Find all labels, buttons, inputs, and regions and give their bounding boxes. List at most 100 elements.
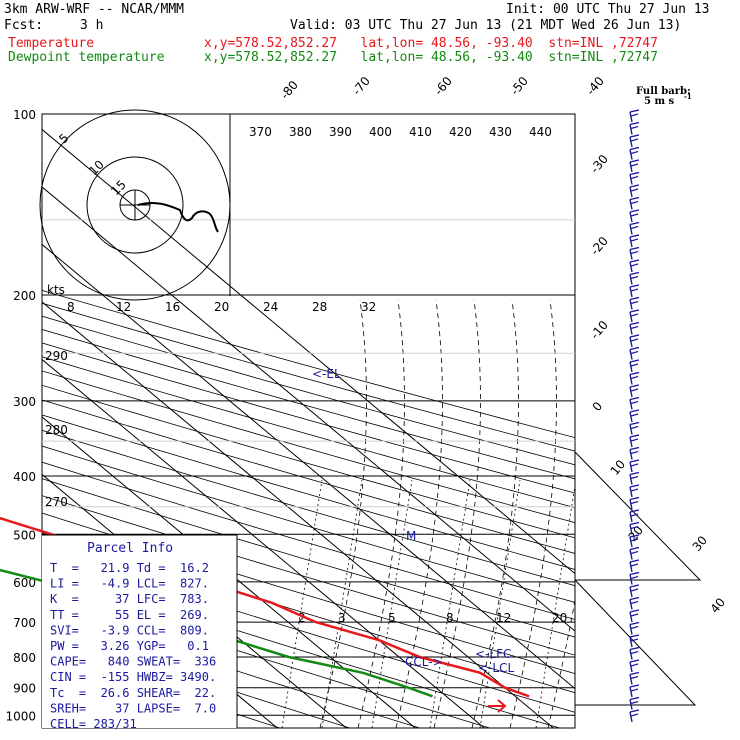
wind-barb-flag bbox=[629, 709, 640, 713]
wind-barb-flag bbox=[629, 359, 640, 363]
wind-barb bbox=[629, 336, 633, 348]
wind-barb bbox=[629, 349, 633, 360]
wind-barb bbox=[629, 361, 633, 373]
dry-adiabat bbox=[42, 356, 575, 509]
ccl-label: CCL-> bbox=[405, 655, 443, 669]
dry-adiabat bbox=[42, 478, 575, 638]
wind-barb-flag bbox=[630, 313, 639, 317]
mixing-ratio-line bbox=[535, 483, 575, 728]
moist-adiabat bbox=[319, 299, 367, 728]
mixing-ratio-label: 2 bbox=[298, 611, 306, 625]
wind-barb bbox=[629, 636, 633, 648]
dry-adiabat bbox=[42, 342, 575, 494]
dewpoint-profile bbox=[0, 568, 433, 698]
isotherm bbox=[42, 186, 575, 632]
hodograph-ring bbox=[86, 156, 184, 254]
theta-label-left: 290 bbox=[45, 349, 68, 363]
mixing-ratio-line bbox=[479, 479, 521, 728]
dry-adiabat bbox=[42, 315, 575, 466]
wind-barb-flag bbox=[630, 125, 639, 130]
wind-barb bbox=[629, 574, 633, 585]
parcel-info-row: T = 21.9 Td = 16.2 bbox=[50, 561, 209, 575]
wind-barb-flag bbox=[630, 413, 639, 417]
theta-label: 400 bbox=[369, 125, 392, 139]
wind-barb-flag bbox=[629, 346, 640, 351]
isotherm-label: -60 bbox=[432, 74, 455, 98]
wind-barb-flag bbox=[630, 163, 639, 167]
temperature-scale-frame bbox=[574, 451, 702, 706]
parcel-info-title: Parcel Info bbox=[87, 541, 173, 556]
wind-barb-flag bbox=[629, 234, 640, 238]
isotherm-label: -70 bbox=[350, 74, 373, 98]
parcel-info-row: SREH= 37 LAPSE= 7.0 bbox=[50, 701, 216, 715]
temperature-legend: Temperature bbox=[8, 36, 95, 51]
wind-barb-flag bbox=[630, 138, 639, 142]
wind-barb-flag bbox=[630, 525, 639, 530]
wind-barb-flag bbox=[630, 663, 639, 667]
wind-barb-flag bbox=[629, 284, 640, 288]
wind-barb bbox=[629, 711, 633, 723]
wind-barb-flag bbox=[629, 184, 640, 188]
hodograph-ring-label: 10 bbox=[86, 157, 107, 178]
wind-barb bbox=[629, 686, 633, 698]
mixing-ratio-label: 3 bbox=[338, 611, 346, 625]
hodograph-x-label: 12 bbox=[116, 300, 131, 314]
el-label: <-EL bbox=[312, 367, 341, 381]
hodograph-x-label: 16 bbox=[165, 300, 180, 314]
wind-barb-flag bbox=[629, 434, 640, 438]
wind-barb-flag bbox=[630, 675, 639, 680]
wind-barb bbox=[629, 661, 633, 673]
wind-barb-flag bbox=[629, 446, 640, 451]
pressure-label-700: 700 bbox=[13, 616, 36, 630]
wind-barb bbox=[629, 149, 633, 160]
wind-barb bbox=[629, 461, 633, 473]
mixing-ratio-label: 12 bbox=[496, 611, 511, 625]
wind-barb-flag bbox=[630, 425, 639, 430]
wind-barb-flag bbox=[630, 550, 639, 555]
pressure-label-100: 100 bbox=[13, 108, 36, 122]
isotherm-label: -20 bbox=[588, 234, 611, 258]
isotherm-label: -30 bbox=[588, 152, 611, 176]
hodograph-x-label: 28 bbox=[312, 300, 327, 314]
isotherm-label: 40 bbox=[708, 595, 729, 616]
wind-barb-flag bbox=[629, 521, 640, 526]
pressure-label-300: 300 bbox=[13, 395, 36, 409]
wind-barb-flag bbox=[629, 146, 640, 151]
wind-barb-flag bbox=[630, 288, 639, 292]
m-label: M bbox=[406, 529, 416, 543]
moist-adiabat bbox=[433, 299, 481, 728]
wind-barb bbox=[629, 299, 633, 310]
theta-label-left: 270 bbox=[45, 495, 68, 509]
wind-barb-flag bbox=[629, 609, 640, 613]
wind-legend: Full barb: 5 m s -1 bbox=[636, 86, 692, 107]
moist-adiabat bbox=[395, 299, 443, 728]
dry-adiabat bbox=[42, 495, 575, 656]
wind-barb-flag bbox=[629, 671, 640, 676]
dry-adiabat bbox=[42, 607, 420, 728]
wind-barb-flag bbox=[630, 588, 639, 592]
wind-barb-flag bbox=[630, 188, 639, 192]
wind-barb-flag bbox=[630, 713, 639, 717]
mixing-ratio-line bbox=[429, 479, 471, 728]
wind-barb-flag bbox=[629, 534, 640, 538]
wind-barb-flag bbox=[629, 196, 640, 201]
mixing-ratio-lines bbox=[281, 479, 575, 728]
wind-barb-flag bbox=[629, 171, 640, 176]
wind-barb-flag bbox=[630, 563, 639, 567]
isotherm-label: 10 bbox=[608, 457, 629, 478]
wind-barb-flag bbox=[629, 684, 640, 688]
wind-barb-flag bbox=[630, 200, 639, 205]
wind-barb-flag bbox=[629, 271, 640, 276]
mixing-ratio-label: 8 bbox=[446, 611, 454, 625]
forecast-label: Fcst: bbox=[4, 18, 44, 33]
wind-barb bbox=[629, 624, 633, 635]
wind-barb bbox=[629, 199, 633, 210]
wind-barb-flag bbox=[629, 246, 640, 251]
dry-adiabat bbox=[42, 289, 575, 439]
wind-barb-flag bbox=[630, 225, 639, 230]
wind-barb bbox=[629, 311, 633, 323]
pressure-label-600: 600 bbox=[13, 576, 36, 590]
temperature-profile bbox=[0, 516, 530, 698]
wind-barb-flag bbox=[629, 571, 640, 576]
